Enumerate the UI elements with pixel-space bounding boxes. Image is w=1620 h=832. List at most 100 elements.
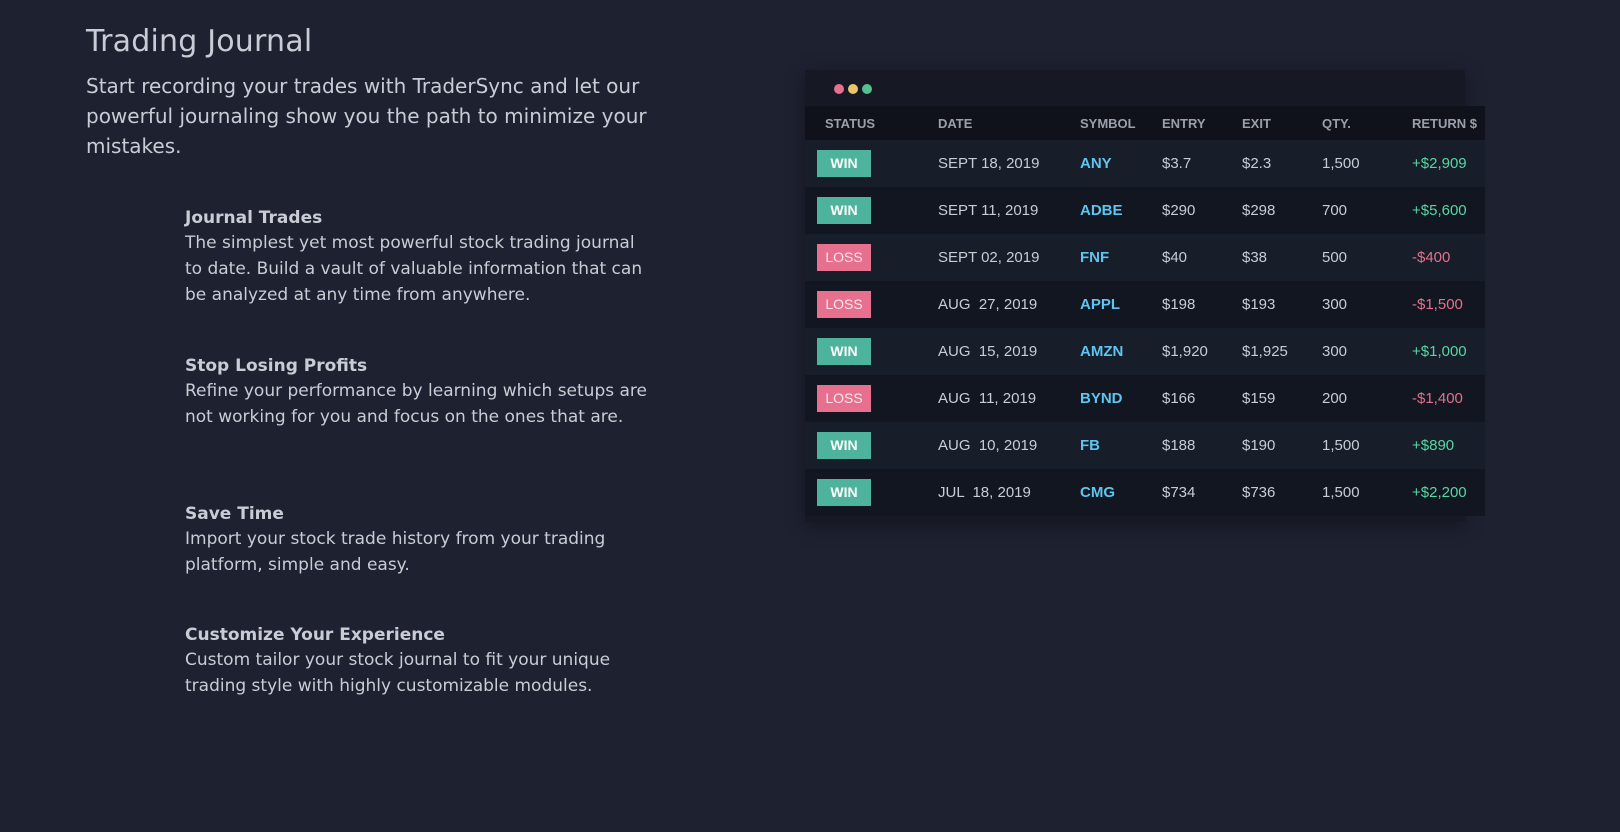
return-value: +$2,200 [1412, 484, 1467, 501]
table-row: WIN AUG 10, 2019 FB $188 $190 1,500 +$890 [805, 422, 1485, 469]
cell-symbol: FB [1080, 422, 1162, 469]
feature-journal-trades: Journal Trades The simplest yet most pow… [185, 206, 655, 308]
cell-date: SEPT 18, 2019 [938, 140, 1080, 187]
feature-title: Save Time [185, 504, 284, 524]
cell-qty: 500 [1322, 234, 1412, 281]
cell-entry: $3.7 [1162, 140, 1242, 187]
cell-exit: $298 [1242, 187, 1322, 234]
cell-date: AUG 15, 2019 [938, 328, 1080, 375]
feature-description: Import your stock trade history from you… [185, 529, 606, 575]
cell-status: WIN [805, 422, 938, 469]
win-badge: WIN [817, 197, 871, 224]
table-row: LOSS AUG 27, 2019 APPL $198 $193 300 -$1,500 [805, 281, 1485, 328]
cell-exit: $38 [1242, 234, 1322, 281]
return-value: -$1,400 [1412, 390, 1463, 407]
feature-description: Custom tailor your stock journal to fit … [185, 650, 611, 696]
intro-text: Start recording your trades with TraderS… [86, 74, 647, 158]
symbol-ticker: ADBE [1080, 202, 1123, 219]
cell-status: WIN [805, 328, 938, 375]
cell-entry: $1,920 [1162, 328, 1242, 375]
cell-qty: 700 [1322, 187, 1412, 234]
cell-status: LOSS [805, 375, 938, 422]
cell-return: +$1,000 [1412, 328, 1485, 375]
cell-date: AUG 11, 2019 [938, 375, 1080, 422]
cell-qty: 300 [1322, 328, 1412, 375]
feature-description: The simplest yet most powerful stock tra… [185, 233, 643, 305]
symbol-ticker: FNF [1080, 249, 1110, 266]
symbol-ticker: ANY [1080, 155, 1112, 172]
table-row: WIN JUL 18, 2019 CMG $734 $736 1,500 +$2,200 [805, 469, 1485, 516]
cell-return: -$1,400 [1412, 375, 1485, 422]
cell-symbol: CMG [1080, 469, 1162, 516]
cell-status: LOSS [805, 234, 938, 281]
cell-return: -$400 [1412, 234, 1485, 281]
cell-exit: $190 [1242, 422, 1322, 469]
cell-exit: $1,925 [1242, 328, 1322, 375]
cell-entry: $290 [1162, 187, 1242, 234]
symbol-ticker: FB [1080, 437, 1100, 454]
win-badge: WIN [817, 338, 871, 365]
table-row: WIN AUG 15, 2019 AMZN $1,920 $1,925 300 +$1,00… [805, 328, 1485, 375]
cell-symbol: ANY [1080, 140, 1162, 187]
cell-qty: 200 [1322, 375, 1412, 422]
table-row: LOSS AUG 11, 2019 BYND $166 $159 200 -$1,400 [805, 375, 1485, 422]
feature-stop-losing-profits: Stop Losing Profits Refine your performa… [185, 354, 655, 430]
header-date: DATE [938, 106, 1080, 140]
cell-exit: $2.3 [1242, 140, 1322, 187]
table-row: LOSS SEPT 02, 2019 FNF $40 $38 500 -$400 [805, 234, 1485, 281]
cell-qty: 1,500 [1322, 140, 1412, 187]
header-symbol: SYMBOL [1080, 106, 1162, 140]
win-badge: WIN [817, 479, 871, 506]
header-qty: QTY. [1322, 106, 1412, 140]
header-exit: EXIT [1242, 106, 1322, 140]
return-value: +$2,909 [1412, 155, 1467, 172]
loss-badge: LOSS [817, 291, 871, 318]
cell-return: +$5,600 [1412, 187, 1485, 234]
header-return: RETURN $ [1412, 106, 1485, 140]
cell-status: LOSS [805, 281, 938, 328]
loss-badge: LOSS [817, 244, 871, 271]
symbol-ticker: APPL [1080, 296, 1121, 313]
cell-entry: $166 [1162, 375, 1242, 422]
cell-return: -$1,500 [1412, 281, 1485, 328]
return-value: -$1,500 [1412, 296, 1463, 313]
cell-status: WIN [805, 140, 938, 187]
cell-date: SEPT 11, 2019 [938, 187, 1080, 234]
feature-title: Stop Losing Profits [185, 356, 368, 376]
cell-qty: 1,500 [1322, 422, 1412, 469]
feature-title: Customize Your Experience [185, 625, 445, 645]
symbol-ticker: BYND [1080, 390, 1123, 407]
cell-status: WIN [805, 469, 938, 516]
return-value: +$890 [1412, 437, 1455, 454]
cell-date: AUG 27, 2019 [938, 281, 1080, 328]
cell-exit: $159 [1242, 375, 1322, 422]
cell-entry: $188 [1162, 422, 1242, 469]
cell-qty: 300 [1322, 281, 1412, 328]
window-minimize-dot-icon [848, 84, 858, 94]
cell-qty: 1,500 [1322, 469, 1412, 516]
feature-title: Journal Trades [185, 208, 323, 228]
cell-return: +$2,200 [1412, 469, 1485, 516]
trade-table-window: STATUS DATE SYMBOL ENTRY EXIT QTY. RETUR… [805, 70, 1485, 522]
loss-badge: LOSS [817, 385, 871, 412]
cell-exit: $736 [1242, 469, 1322, 516]
cell-symbol: APPL [1080, 281, 1162, 328]
feature-customize-experience: Customize Your Experience Custom tailor … [185, 623, 655, 699]
table-row: WIN SEPT 18, 2019 ANY $3.7 $2.3 1,500 +$2,909 [805, 140, 1485, 187]
return-value: -$400 [1412, 249, 1451, 266]
cell-status: WIN [805, 187, 938, 234]
symbol-ticker: CMG [1080, 484, 1115, 501]
header-status: STATUS [805, 106, 938, 140]
return-value: +$5,600 [1412, 202, 1467, 219]
cell-date: AUG 10, 2019 [938, 422, 1080, 469]
win-badge: WIN [817, 432, 871, 459]
cell-exit: $193 [1242, 281, 1322, 328]
symbol-ticker: AMZN [1080, 343, 1124, 360]
cell-symbol: ADBE [1080, 187, 1162, 234]
trades-table: STATUS DATE SYMBOL ENTRY EXIT QTY. RETUR… [805, 106, 1485, 516]
cell-date: SEPT 02, 2019 [938, 234, 1080, 281]
cell-entry: $734 [1162, 469, 1242, 516]
cell-date: JUL 18, 2019 [938, 469, 1080, 516]
header-entry: ENTRY [1162, 106, 1242, 140]
cell-return: +$2,909 [1412, 140, 1485, 187]
